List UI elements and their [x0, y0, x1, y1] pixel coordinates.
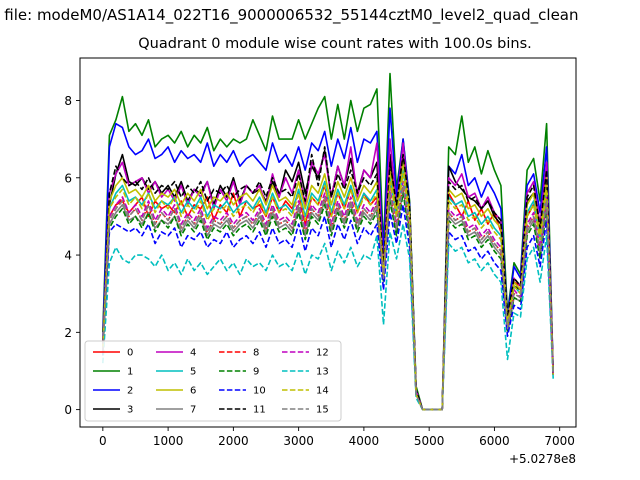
legend-label-13: 13 [316, 367, 329, 378]
legend-label-6: 6 [190, 386, 196, 397]
x-tick-label: 1000 [153, 434, 184, 448]
plot-frame [79, 57, 577, 428]
legend-box [84, 340, 342, 422]
legend-label-8: 8 [253, 348, 259, 359]
legend-label-10: 10 [253, 386, 266, 397]
y-tick-label: 8 [64, 94, 72, 108]
x-tick-label: 4000 [349, 434, 380, 448]
series-line-12 [102, 180, 554, 411]
legend-label-11: 11 [253, 405, 266, 416]
series-line-6 [102, 161, 554, 411]
x-tick-label: 3000 [283, 434, 314, 448]
legend-label-14: 14 [316, 386, 329, 397]
x-tick-label: 6000 [479, 434, 510, 448]
y-tick-label: 0 [64, 403, 72, 417]
series-line-11 [102, 146, 554, 411]
legend-label-5: 5 [190, 367, 196, 378]
legend-label-12: 12 [316, 348, 329, 359]
chart-title: Quadrant 0 module wise count rates with … [138, 36, 532, 52]
x-tick-label: 2000 [218, 434, 249, 448]
series-line-1 [102, 72, 554, 411]
legend-label-7: 7 [190, 405, 196, 416]
series-line-10 [102, 204, 554, 411]
legend-label-3: 3 [127, 405, 133, 416]
y-tick-label: 4 [64, 249, 72, 263]
y-tick-label: 6 [64, 171, 72, 185]
legend-label-1: 1 [127, 367, 133, 378]
x-tick-label: 5000 [414, 434, 445, 448]
series-line-14 [102, 173, 554, 411]
x-tick-label: 7000 [544, 434, 575, 448]
series-line-13 [102, 223, 554, 411]
x-offset-label: +5.0278e8 [509, 452, 576, 466]
series-line-15 [102, 184, 554, 411]
series-line-9 [102, 192, 554, 411]
legend-label-9: 9 [253, 367, 259, 378]
legend-label-15: 15 [316, 405, 329, 416]
x-tick-label: 0 [99, 434, 107, 448]
legend-label-4: 4 [190, 348, 196, 359]
legend-label-0: 0 [127, 348, 133, 359]
series-line-2 [102, 107, 554, 411]
figure-suptitle: n file: modeM0/AS1A14_022T16_9000006532_… [0, 6, 579, 24]
legend-label-2: 2 [127, 386, 133, 397]
y-tick-label: 2 [64, 326, 72, 340]
